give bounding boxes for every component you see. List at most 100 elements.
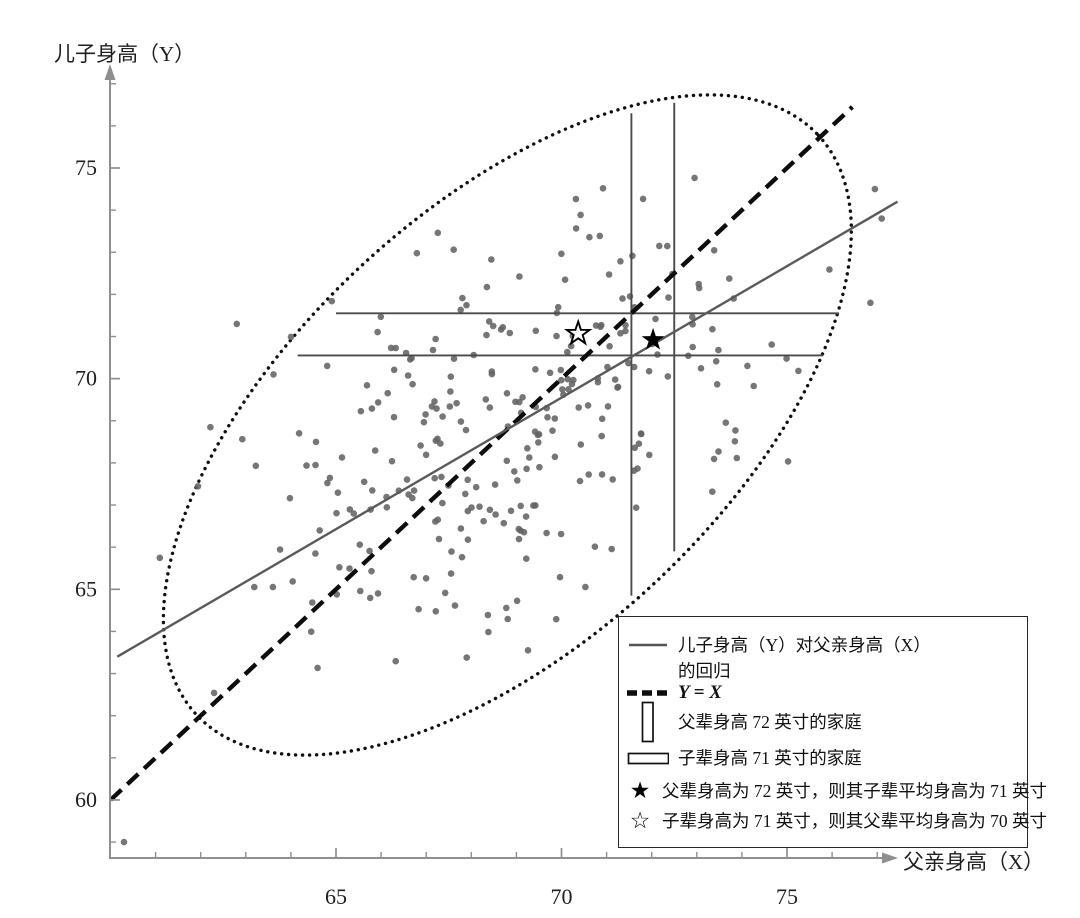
legend-label-star-open: 子辈身高为 71 英寸，则其父辈平均身高为 70 英寸 xyxy=(662,811,1047,832)
scatter-point xyxy=(156,554,164,562)
scatter-point xyxy=(485,318,493,325)
scatter-point xyxy=(503,457,511,465)
scatter-point xyxy=(316,527,324,534)
scatter-point xyxy=(532,327,540,335)
scatter-point xyxy=(432,518,439,525)
scatter-point xyxy=(577,441,585,448)
scatter-point xyxy=(524,647,532,654)
scatter-point xyxy=(429,346,437,354)
scatter-point xyxy=(596,232,604,240)
scatter-point xyxy=(558,250,565,258)
legend-row-regression: 儿子身高（Y）对父亲身高（X） xyxy=(627,635,931,655)
scatter-point-outlier xyxy=(120,838,128,846)
scatter-point xyxy=(410,487,418,494)
scatter-point xyxy=(447,388,454,395)
scatter-point-outlier xyxy=(867,299,874,307)
scatter-point xyxy=(356,541,364,548)
correlation-ellipse xyxy=(161,93,854,757)
scatter-point xyxy=(570,376,577,384)
scatter-point xyxy=(374,328,381,336)
scatter-point xyxy=(432,608,440,615)
scatter-point xyxy=(517,502,524,510)
scatter-point xyxy=(515,525,523,533)
scatter-point xyxy=(516,398,523,406)
scatter-point xyxy=(609,476,616,483)
scatter-point xyxy=(450,355,458,363)
scatter-point xyxy=(392,657,400,665)
scatter-point xyxy=(435,535,443,543)
scatter-point xyxy=(576,477,584,485)
scatter-point xyxy=(431,398,438,405)
scatter-point xyxy=(194,483,202,490)
scatter-point xyxy=(422,411,429,418)
mean-point-star-filled xyxy=(641,327,665,350)
scatter-point xyxy=(476,503,483,511)
scatter-point xyxy=(559,386,566,393)
scatter-point xyxy=(384,389,392,397)
scatter-point xyxy=(564,375,572,383)
legend-row-regression-cont: 的回归 xyxy=(678,661,731,681)
scatter-point xyxy=(323,362,331,370)
scatter-point xyxy=(585,471,592,478)
scatter-point xyxy=(611,376,619,383)
scatter-point xyxy=(605,271,613,278)
scatter-point xyxy=(210,689,218,697)
x-tick-label: 65 xyxy=(325,884,347,909)
scatter-point xyxy=(715,346,722,354)
scatter-point xyxy=(457,306,465,314)
scatter-point xyxy=(665,294,672,301)
scatter-point xyxy=(617,258,624,265)
scatter-point xyxy=(309,599,316,606)
scatter-point xyxy=(599,185,607,192)
scatter-point xyxy=(295,430,303,437)
scatter-point xyxy=(608,545,615,553)
scatter-point xyxy=(482,396,490,403)
scatter-point xyxy=(710,247,718,254)
scatter-point xyxy=(697,365,705,372)
scatter-point xyxy=(366,594,374,602)
y-axis-arrow xyxy=(104,64,116,80)
scatter-point xyxy=(270,371,277,378)
scatter-point xyxy=(553,332,560,340)
scatter-point xyxy=(324,479,331,487)
scatter-point xyxy=(390,413,398,421)
scatter-point xyxy=(572,225,580,232)
scatter-point xyxy=(464,536,472,543)
scatter-point xyxy=(334,489,342,497)
scatter-point xyxy=(522,513,530,520)
scatter-point xyxy=(303,462,310,469)
scatter-point xyxy=(689,313,696,321)
open-star-icon: ☆ xyxy=(629,808,651,834)
scatter-point xyxy=(432,335,439,343)
scatter-point xyxy=(289,578,297,585)
scatter-point xyxy=(420,418,428,426)
scatter-point xyxy=(377,313,385,321)
scatter-point xyxy=(535,431,543,438)
scatter-point xyxy=(597,323,604,331)
scatter-point xyxy=(591,543,599,550)
scatter-point xyxy=(404,372,412,379)
legend-label-regression: 儿子身高（Y）对父亲身高（X） xyxy=(678,635,931,655)
scatter-point xyxy=(617,330,624,337)
scatter-point xyxy=(312,461,319,469)
scatter-point xyxy=(464,476,472,484)
scatter-point xyxy=(557,366,565,374)
scatter-point xyxy=(513,597,521,605)
regression-line xyxy=(116,200,899,658)
scatter-point xyxy=(544,414,551,421)
scatter-point xyxy=(312,550,319,557)
scatter-point xyxy=(286,494,294,502)
scatter-point xyxy=(422,451,430,459)
legend-label-son71: 子辈身高 71 英寸的家庭 xyxy=(678,748,862,768)
scatter-point xyxy=(417,442,424,449)
scatter-point xyxy=(551,453,559,461)
scatter-point xyxy=(483,331,490,339)
scatter-point xyxy=(433,405,440,412)
scatter-point xyxy=(415,605,422,613)
mean-point-star-open xyxy=(563,318,593,346)
scatter-point xyxy=(554,303,562,311)
scatter-point xyxy=(500,519,508,527)
scatter-point xyxy=(492,511,499,518)
